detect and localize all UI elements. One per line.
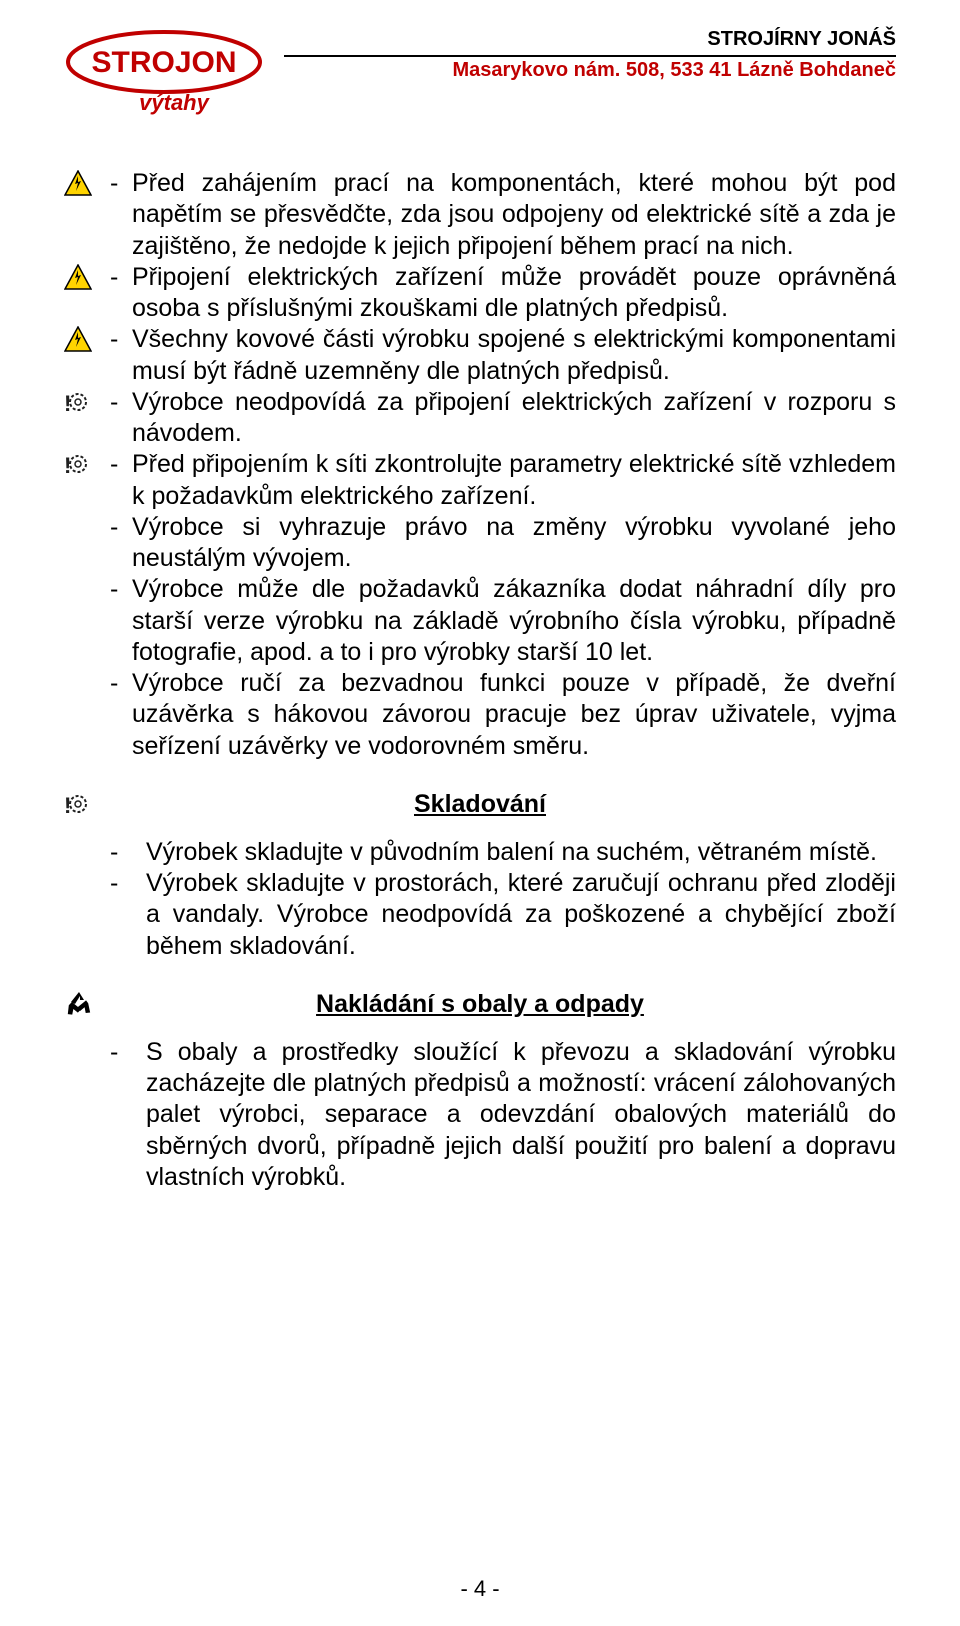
gear-icon: ! xyxy=(64,449,110,477)
bullet-dash: - xyxy=(110,324,132,355)
company-address: Masarykovo nám. 508, 533 41 Lázně Bohdan… xyxy=(284,59,896,82)
bullet-dash: - xyxy=(110,868,146,899)
bullet-text: Výrobek skladujte v původním balení na s… xyxy=(146,837,896,868)
bullet-dash: - xyxy=(110,574,132,605)
list-item: - Výrobce si vyhrazuje právo na změny vý… xyxy=(64,512,896,575)
main-content: - Před zahájením prací na komponentách, … xyxy=(64,168,896,1193)
strojon-logo-svg: STROJON výtahy xyxy=(64,28,264,120)
gear-icon: ! xyxy=(64,387,110,415)
list-item: ! - Před připojením k síti zkontrolujte … xyxy=(64,449,896,512)
bullet-list-main: - Před zahájením prací na komponentách, … xyxy=(64,168,896,762)
warning-icon xyxy=(64,324,110,352)
company-logo: STROJON výtahy xyxy=(64,28,264,120)
bullet-dash: - xyxy=(110,168,132,199)
list-item: - Výrobek skladujte v prostorách, které … xyxy=(110,868,896,962)
bullet-text: Před připojením k síti zkontrolujte para… xyxy=(132,449,896,512)
list-item: - Výrobce může dle požadavků zákazníka d… xyxy=(64,574,896,668)
warning-icon xyxy=(64,168,110,196)
bullet-dash: - xyxy=(110,512,132,543)
gear-icon: ! xyxy=(64,791,110,817)
recycle-icon xyxy=(64,990,110,1018)
bullet-text: Všechny kovové části výrobku spojené s e… xyxy=(132,324,896,387)
storage-list: - Výrobek skladujte v původním balení na… xyxy=(64,837,896,962)
bullet-text: Výrobce ručí za bezvadnou funkci pouze v… xyxy=(132,668,896,762)
logo-main-text: STROJON xyxy=(91,46,236,79)
bullet-dash: - xyxy=(110,1037,146,1068)
blank-icon xyxy=(64,512,110,514)
svg-text:!: ! xyxy=(64,391,71,415)
list-item: - Výrobek skladujte v původním balení na… xyxy=(110,837,896,868)
company-info: STROJÍRNY JONÁŠ Masarykovo nám. 508, 533… xyxy=(284,28,896,82)
logo-sub-text: výtahy xyxy=(139,90,210,115)
list-item: ! - Výrobce neodpovídá za připojení elek… xyxy=(64,387,896,450)
section-waste-heading: Nakládání s obaly a odpady xyxy=(64,990,896,1019)
list-item: - Před zahájením prací na komponentách, … xyxy=(64,168,896,262)
bullet-text: S obaly a prostředky sloužící k převozu … xyxy=(146,1037,896,1193)
page-container: STROJON výtahy STROJÍRNY JONÁŠ Masarykov… xyxy=(0,0,960,1626)
section-waste-title: Nakládání s obaly a odpady xyxy=(316,990,644,1018)
list-item: - Připojení elektrických zařízení může p… xyxy=(64,262,896,325)
bullet-dash: - xyxy=(110,837,146,868)
bullet-text: Výrobce si vyhrazuje právo na změny výro… xyxy=(132,512,896,575)
bullet-text: Výrobek skladujte v prostorách, které za… xyxy=(146,868,896,962)
section-storage-title: Skladování xyxy=(414,790,546,818)
svg-text:!: ! xyxy=(64,453,71,477)
list-item: - Výrobce ručí za bezvadnou funkci pouze… xyxy=(64,668,896,762)
waste-list: - S obaly a prostředky sloužící k převoz… xyxy=(64,1037,896,1193)
warning-icon xyxy=(64,262,110,290)
bullet-text: Výrobce může dle požadavků zákazníka dod… xyxy=(132,574,896,668)
bullet-dash: - xyxy=(110,262,132,293)
bullet-dash: - xyxy=(110,449,132,480)
svg-text:!: ! xyxy=(64,793,71,817)
page-header: STROJON výtahy STROJÍRNY JONÁŠ Masarykov… xyxy=(64,28,896,138)
bullet-dash: - xyxy=(110,387,132,418)
blank-icon xyxy=(64,574,110,576)
bullet-text: Připojení elektrických zařízení může pro… xyxy=(132,262,896,325)
page-number: - 4 - xyxy=(0,1576,960,1602)
header-divider xyxy=(284,55,896,57)
bullet-dash: - xyxy=(110,668,132,699)
bullet-text: Výrobce neodpovídá za připojení elektric… xyxy=(132,387,896,450)
section-storage-heading: ! Skladování xyxy=(64,790,896,819)
company-name: STROJÍRNY JONÁŠ xyxy=(284,28,896,51)
blank-icon xyxy=(64,668,110,670)
list-item: - S obaly a prostředky sloužící k převoz… xyxy=(110,1037,896,1193)
list-item: - Všechny kovové části výrobku spojené s… xyxy=(64,324,896,387)
bullet-text: Před zahájením prací na komponentách, kt… xyxy=(132,168,896,262)
